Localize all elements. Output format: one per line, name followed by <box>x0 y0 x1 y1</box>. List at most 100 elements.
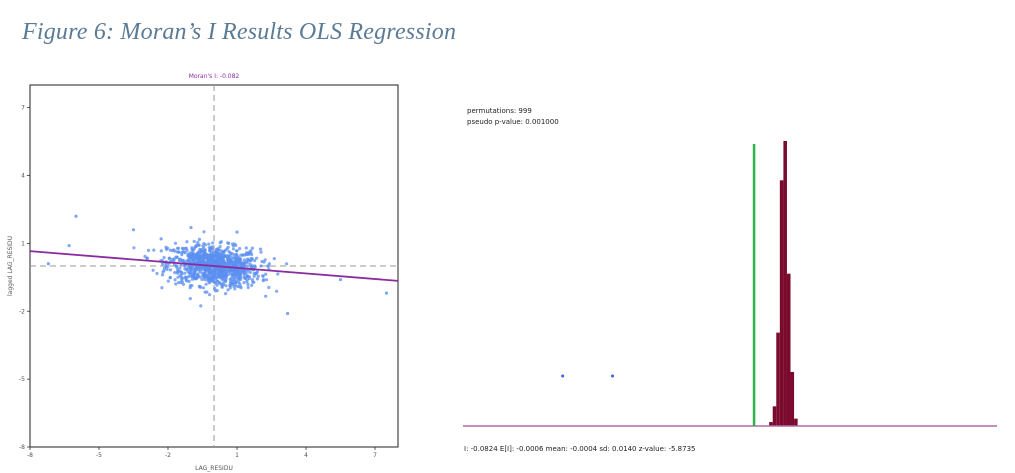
scatter-point <box>242 264 246 268</box>
scatter-point <box>234 270 238 274</box>
scatter-point <box>159 249 163 253</box>
scatter-point <box>218 245 222 249</box>
scatter-point <box>244 246 248 250</box>
scatter-point <box>219 270 224 274</box>
histogram-bar <box>794 418 798 426</box>
scatter-point <box>185 248 189 253</box>
scatter-point <box>234 280 238 284</box>
scatter-point <box>197 265 201 269</box>
scatter-point <box>228 278 232 282</box>
scatter-point <box>161 270 165 274</box>
scatter-point <box>199 254 204 258</box>
y-tick-label: 1 <box>21 240 25 247</box>
scatter-point <box>188 271 192 275</box>
scatter-point <box>200 271 204 275</box>
scatter-point <box>207 268 211 272</box>
scatter-point <box>215 254 219 258</box>
scatter-point <box>239 253 243 257</box>
scatter-point <box>245 270 249 274</box>
permutations-label: permutations: 999 <box>467 107 532 115</box>
scatter-point <box>184 277 188 281</box>
scatter-point <box>207 276 211 280</box>
scatter-point <box>176 267 180 271</box>
scatter-point <box>232 284 236 288</box>
scatter-point <box>215 283 219 287</box>
scatter-point <box>247 250 251 254</box>
scatter-point <box>221 250 225 254</box>
scatter-point <box>229 258 233 262</box>
scatter-point <box>179 257 183 261</box>
scatter-point <box>166 279 170 283</box>
scatter-point <box>215 249 219 253</box>
scatter-point <box>160 273 165 277</box>
scatter-point <box>185 240 189 244</box>
scatter-point <box>152 248 156 252</box>
scatter-point <box>235 268 239 272</box>
scatter-point <box>236 277 240 281</box>
scatter-point <box>215 279 219 283</box>
scatter-point <box>207 258 211 262</box>
scatter-point <box>225 269 229 273</box>
scatter-point <box>175 270 179 274</box>
scatter-point <box>243 276 247 280</box>
scatter-point <box>190 284 194 288</box>
scatter-ticks: -8 -5 -2 1 4 7 7 4 1 -2 -5 -8 <box>19 105 377 459</box>
scatter-point <box>190 246 194 250</box>
scatter-point <box>203 248 207 252</box>
regression-line <box>29 250 399 282</box>
scatter-point <box>202 256 206 260</box>
scatter-point <box>201 286 206 290</box>
scatter-point <box>242 281 246 285</box>
scatter-point <box>164 264 168 268</box>
scatter-point <box>197 284 201 288</box>
scatter-x-label: LAG_RESIDU <box>195 465 233 472</box>
scatter-point <box>188 274 192 278</box>
scatter-point <box>217 280 221 284</box>
scatter-point <box>220 253 224 257</box>
scatter-point <box>241 253 245 257</box>
scatter-point <box>209 279 213 283</box>
scatter-point <box>202 242 206 246</box>
scatter-point <box>174 282 178 286</box>
y-tick-label: -2 <box>19 308 25 315</box>
histogram-bars <box>769 141 798 426</box>
scatter-point <box>208 293 212 297</box>
permutation-histogram: permutations: 999 pseudo p-value: 0.0010… <box>463 107 997 453</box>
scatter-point <box>183 251 187 255</box>
scatter-point <box>191 255 195 259</box>
scatter-point <box>255 256 259 260</box>
scatter-point <box>276 272 280 276</box>
scatter-point <box>237 285 241 289</box>
x-tick-label: 7 <box>373 452 377 459</box>
scatter-point <box>226 288 230 292</box>
scatter-point <box>233 287 237 291</box>
scatter-point <box>192 239 196 244</box>
scatter-point <box>173 241 178 245</box>
scatter-point <box>173 271 177 275</box>
scatter-point <box>181 276 185 280</box>
scatter-point <box>275 289 279 293</box>
scatter-point <box>248 270 252 274</box>
scatter-point <box>179 270 183 274</box>
scatter-point <box>202 271 207 275</box>
scatter-point <box>264 272 268 276</box>
scatter-point <box>244 253 249 257</box>
scatter-point <box>233 257 237 261</box>
scatter-point <box>286 311 290 316</box>
scatter-point <box>264 278 269 282</box>
scatter-point <box>255 277 259 281</box>
scatter-point <box>259 264 263 268</box>
scatter-point <box>225 247 229 251</box>
scatter-point <box>211 241 215 245</box>
scatter-point <box>197 237 202 241</box>
scatter-point <box>238 272 243 276</box>
histogram-bar <box>786 273 791 426</box>
scatter-point <box>250 283 254 287</box>
scatter-point <box>338 277 343 282</box>
scatter-point <box>219 248 223 252</box>
scatter-point <box>46 262 51 266</box>
scatter-point <box>203 278 207 282</box>
scatter-point <box>244 260 248 264</box>
histogram-bar <box>772 406 777 426</box>
scatter-point <box>267 285 271 290</box>
